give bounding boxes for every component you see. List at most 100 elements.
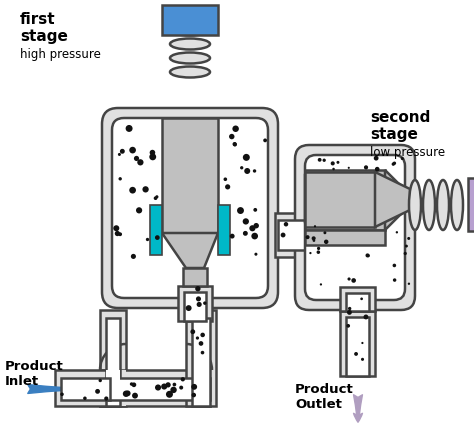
Circle shape (408, 283, 410, 285)
Circle shape (134, 156, 139, 161)
Circle shape (361, 342, 364, 344)
Text: Product
Inlet: Product Inlet (5, 360, 64, 388)
Circle shape (165, 382, 171, 388)
Circle shape (126, 125, 133, 132)
Circle shape (170, 387, 177, 393)
Circle shape (166, 391, 173, 398)
Bar (305, 230, 385, 245)
Circle shape (224, 177, 227, 181)
Circle shape (129, 147, 136, 153)
Circle shape (155, 385, 161, 391)
Circle shape (104, 396, 109, 401)
Circle shape (243, 218, 249, 225)
Circle shape (132, 393, 138, 399)
FancyBboxPatch shape (112, 118, 268, 298)
Circle shape (155, 235, 160, 240)
Circle shape (196, 336, 199, 339)
Bar (218, 205, 230, 255)
Circle shape (136, 207, 142, 213)
Circle shape (201, 351, 204, 354)
Circle shape (348, 307, 351, 310)
Text: high pressure: high pressure (20, 48, 101, 61)
Circle shape (405, 244, 408, 247)
Circle shape (396, 231, 398, 233)
Bar (305, 172, 375, 227)
Ellipse shape (170, 53, 210, 64)
Circle shape (95, 389, 100, 394)
Circle shape (118, 177, 122, 180)
Circle shape (324, 240, 328, 244)
Circle shape (254, 208, 257, 212)
Circle shape (337, 161, 339, 164)
Circle shape (225, 184, 230, 190)
Polygon shape (162, 233, 218, 268)
Circle shape (281, 233, 285, 237)
Circle shape (407, 237, 410, 240)
Bar (61, 378, 110, 400)
Circle shape (346, 324, 350, 328)
Circle shape (233, 142, 237, 146)
Circle shape (195, 286, 201, 291)
FancyBboxPatch shape (295, 145, 415, 310)
Circle shape (229, 134, 235, 139)
Circle shape (130, 382, 133, 386)
Circle shape (60, 392, 64, 396)
Circle shape (361, 358, 364, 361)
Circle shape (155, 195, 158, 198)
Circle shape (132, 382, 136, 387)
Circle shape (118, 232, 122, 236)
Circle shape (347, 277, 351, 281)
Ellipse shape (170, 67, 210, 78)
Circle shape (313, 239, 315, 242)
Bar (106, 318, 120, 406)
Bar (55, 370, 110, 406)
Circle shape (375, 167, 380, 171)
Text: low pressure: low pressure (370, 146, 445, 159)
Circle shape (401, 157, 404, 160)
Bar (468, 178, 474, 231)
Circle shape (320, 283, 322, 286)
Bar (305, 170, 385, 230)
Bar (186, 310, 216, 406)
Circle shape (253, 169, 256, 173)
Circle shape (161, 384, 167, 389)
Circle shape (314, 225, 316, 227)
Circle shape (173, 383, 176, 386)
Circle shape (365, 254, 370, 258)
Circle shape (306, 235, 310, 239)
Bar (150, 205, 162, 255)
Bar (275, 213, 330, 257)
Circle shape (392, 264, 396, 267)
Circle shape (318, 158, 321, 162)
Circle shape (347, 310, 352, 315)
Text: Product
Outlet: Product Outlet (295, 383, 354, 411)
Circle shape (351, 278, 356, 283)
FancyBboxPatch shape (102, 108, 278, 308)
Circle shape (317, 247, 320, 250)
Circle shape (311, 236, 316, 240)
Circle shape (191, 384, 197, 390)
Bar (278, 220, 327, 250)
Polygon shape (100, 370, 126, 406)
Circle shape (393, 162, 396, 165)
Polygon shape (305, 175, 375, 222)
Circle shape (99, 379, 102, 382)
Circle shape (310, 252, 311, 254)
Circle shape (243, 154, 250, 161)
Circle shape (284, 222, 288, 226)
Circle shape (249, 225, 255, 231)
Circle shape (364, 314, 368, 319)
Bar (100, 370, 210, 406)
Text: second
stage: second stage (370, 110, 430, 142)
Polygon shape (385, 170, 415, 230)
Circle shape (255, 253, 257, 256)
Circle shape (392, 162, 395, 166)
Circle shape (240, 166, 243, 170)
Circle shape (323, 231, 327, 234)
Circle shape (263, 138, 267, 142)
Circle shape (191, 329, 195, 334)
Bar (340, 311, 375, 376)
Circle shape (154, 196, 157, 200)
Bar (183, 268, 207, 286)
Bar (346, 317, 369, 376)
